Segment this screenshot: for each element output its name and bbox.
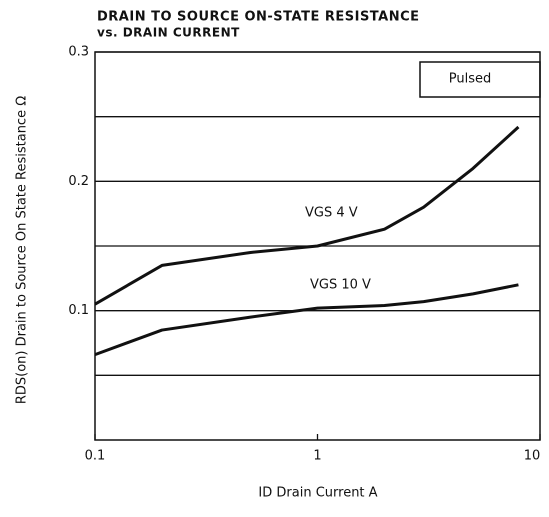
chart-title: DRAIN TO SOURCE ON-STATE RESISTANCE: [97, 10, 420, 25]
x-axis-label: ID Drain Current A: [258, 486, 377, 501]
y-tick-label: 0.1: [68, 303, 89, 318]
annotation: Pulsed: [449, 72, 492, 87]
x-tick-label: 0.1: [85, 449, 106, 464]
y-tick-label: 0.2: [68, 174, 89, 189]
x-tick-label: 10: [524, 449, 541, 464]
y-tick-label: 0.3: [68, 45, 89, 60]
data-line: [94, 283, 519, 357]
annotation-box: [419, 61, 541, 98]
y-axis-label: RDS(on) Drain to Source On State Resista…: [15, 96, 30, 404]
data-line: [94, 125, 520, 306]
annotation: VGS 4 V: [305, 206, 358, 221]
chart-subtitle: vs. DRAIN CURRENT: [97, 26, 240, 40]
annotation: VGS 10 V: [310, 278, 371, 293]
x-tick-label: 1: [313, 449, 321, 464]
